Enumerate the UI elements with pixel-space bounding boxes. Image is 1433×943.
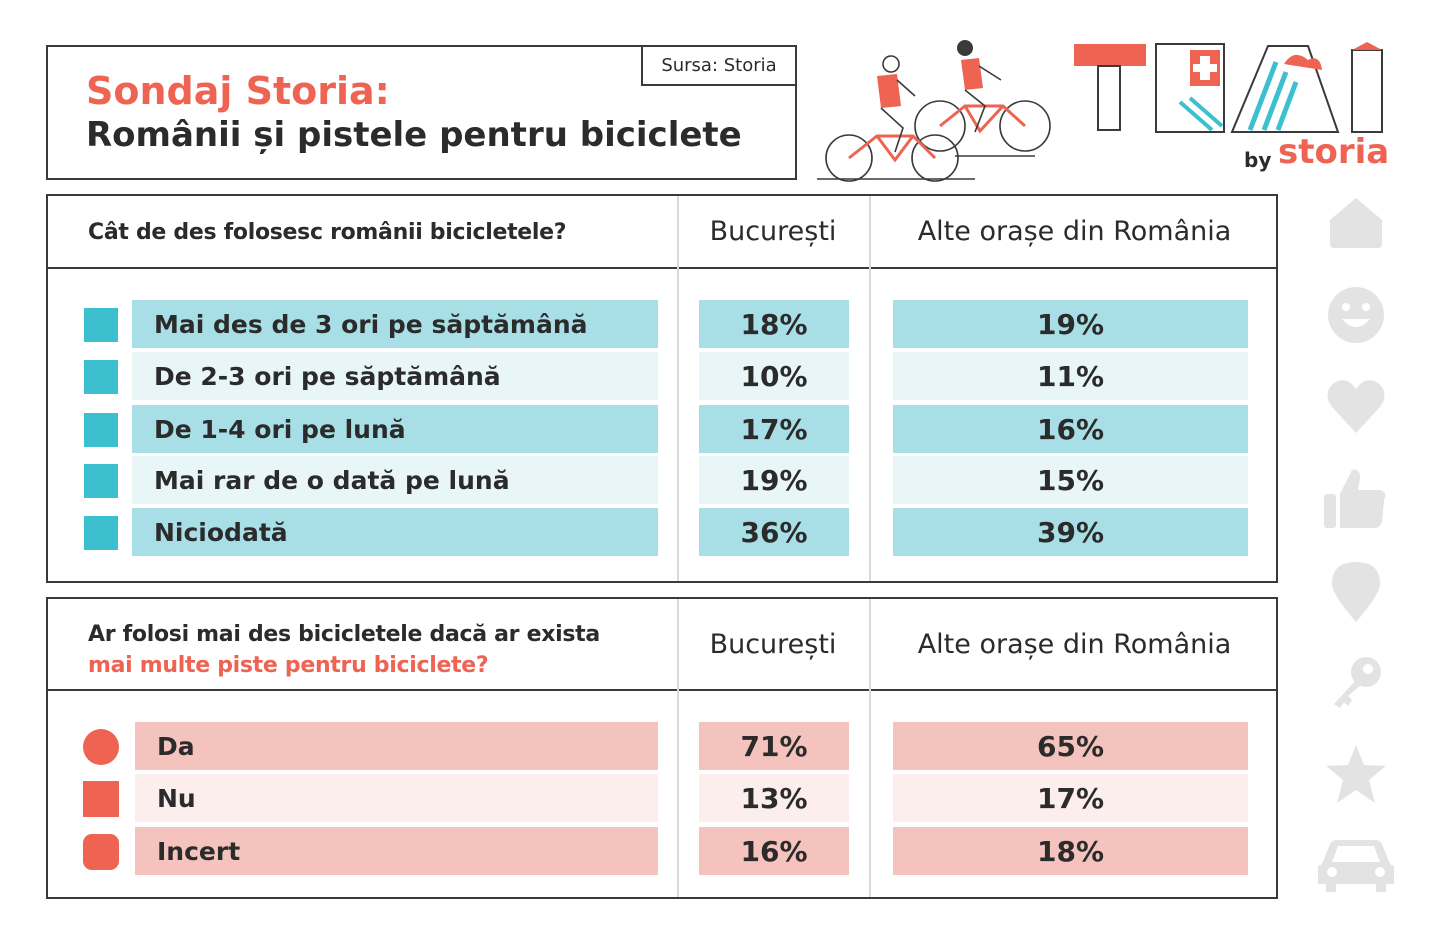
value-cell: 10% (699, 352, 849, 400)
value-cell: 17% (893, 774, 1248, 822)
value-cell: 19% (893, 300, 1248, 348)
question-2: Ar folosi mai des bicicletele dacă ar ex… (88, 619, 600, 681)
key-icon (1334, 657, 1381, 708)
header-divider (48, 267, 1276, 269)
legend-square (84, 464, 118, 498)
header-divider (48, 689, 1276, 691)
smiley-icon (1328, 287, 1384, 343)
column-header-bucuresti: București (709, 629, 837, 660)
legend-square (84, 413, 118, 447)
star-icon (1326, 745, 1386, 803)
value-cell: 39% (893, 508, 1248, 556)
question-2-line2: mai multe piste pentru biciclete? (88, 653, 489, 678)
legend-square (84, 360, 118, 394)
cyclists-illustration (817, 40, 1051, 182)
row-label: Incert (135, 827, 658, 875)
thumbs-up-icon (1324, 469, 1386, 528)
column-divider (677, 196, 679, 581)
row-label: Mai rar de o dată pe lună (132, 456, 658, 504)
usage-frequency-table: Cât de des folosesc românii bicicletele?… (46, 194, 1278, 583)
column-divider (869, 599, 871, 897)
row-label: De 1-4 ori pe lună (132, 405, 658, 453)
row-label: Niciodată (132, 508, 658, 556)
location-pin-icon (1332, 562, 1380, 622)
legend-square (83, 781, 119, 817)
legend-rounded-square (83, 834, 119, 870)
row-label: Nu (135, 774, 658, 822)
legend-square (84, 308, 118, 342)
house-icon (1330, 198, 1382, 248)
value-cell: 16% (699, 827, 849, 875)
brand-by: by (1244, 148, 1272, 172)
column-header-alte-orase: Alte orașe din România (917, 216, 1232, 247)
value-cell: 71% (699, 722, 849, 770)
row-label: Da (135, 722, 658, 770)
value-cell: 65% (893, 722, 1248, 770)
legend-circle (83, 729, 119, 765)
trai-logo (1074, 42, 1383, 133)
question-1: Cât de des folosesc românii bicicletele? (88, 220, 567, 245)
value-cell: 18% (893, 827, 1248, 875)
row-label: De 2-3 ori pe săptămână (132, 352, 658, 400)
question-2-line1: Ar folosi mai des bicicletele dacă ar ex… (88, 622, 600, 647)
car-icon (1318, 840, 1394, 892)
page-subtitle: Românii și pistele pentru biciclete (86, 115, 742, 155)
value-cell: 17% (699, 405, 849, 453)
column-header-alte-orase: Alte orașe din România (917, 629, 1232, 660)
value-cell: 16% (893, 405, 1248, 453)
title-box: Sursa: Storia Sondaj Storia: Românii și … (46, 45, 797, 180)
value-cell: 36% (699, 508, 849, 556)
page-title: Sondaj Storia: (86, 69, 390, 113)
column-divider (869, 196, 871, 581)
row-label: Mai des de 3 ori pe săptămână (132, 300, 658, 348)
value-cell: 15% (893, 456, 1248, 504)
heart-icon (1327, 380, 1385, 433)
bike-lanes-table: Ar folosi mai des bicicletele dacă ar ex… (46, 597, 1278, 899)
value-cell: 18% (699, 300, 849, 348)
value-cell: 13% (699, 774, 849, 822)
legend-square (84, 516, 118, 550)
source-label: Sursa: Storia (641, 45, 797, 86)
column-header-bucuresti: București (709, 216, 837, 247)
value-cell: 19% (699, 456, 849, 504)
value-cell: 11% (893, 352, 1248, 400)
column-divider (677, 599, 679, 897)
brand-storia: storia (1278, 132, 1390, 172)
